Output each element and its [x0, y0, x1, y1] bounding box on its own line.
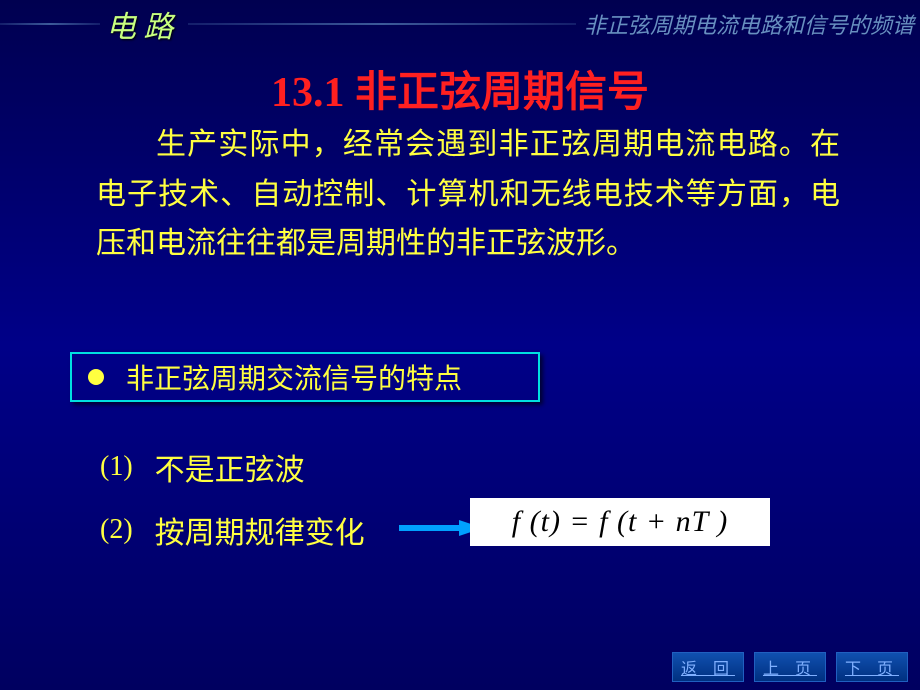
formula: f (t) = f (t + nT ) — [512, 505, 728, 539]
course-logo: 电 路 — [100, 2, 180, 46]
next-page-button[interactable]: 下 页 — [836, 652, 908, 682]
nav-footer: 返 回 上 页 下 页 — [672, 652, 908, 682]
header-rule-mid — [188, 23, 576, 25]
prev-page-button[interactable]: 上 页 — [754, 652, 826, 682]
list-number: (1) — [100, 451, 133, 483]
slide-title: 13.1 非正弦周期信号 — [0, 58, 920, 119]
intro-paragraph: 生产实际中，经常会遇到非正弦周期电流电路。在电子技术、自动控制、计算机和无线电技… — [96, 120, 840, 269]
list-text: 按周期规律变化 — [155, 508, 365, 552]
list-item: (2) 按周期规律变化 — [100, 508, 483, 552]
chapter-subtitle: 非正弦周期电流电路和信号的频谱 — [584, 8, 920, 40]
subheading-text: 非正弦周期交流信号的特点 — [126, 357, 462, 397]
list-item: (1) 不是正弦波 — [100, 445, 305, 489]
bullet-icon — [88, 369, 104, 385]
slide-header: 电 路 非正弦周期电流电路和信号的频谱 — [0, 8, 920, 40]
header-rule-left — [0, 23, 100, 25]
list-number: (2) — [100, 514, 133, 546]
subheading-box: 非正弦周期交流信号的特点 — [70, 352, 540, 402]
list-text: 不是正弦波 — [155, 445, 305, 489]
back-button[interactable]: 返 回 — [672, 652, 744, 682]
formula-box: f (t) = f (t + nT ) — [470, 498, 770, 546]
